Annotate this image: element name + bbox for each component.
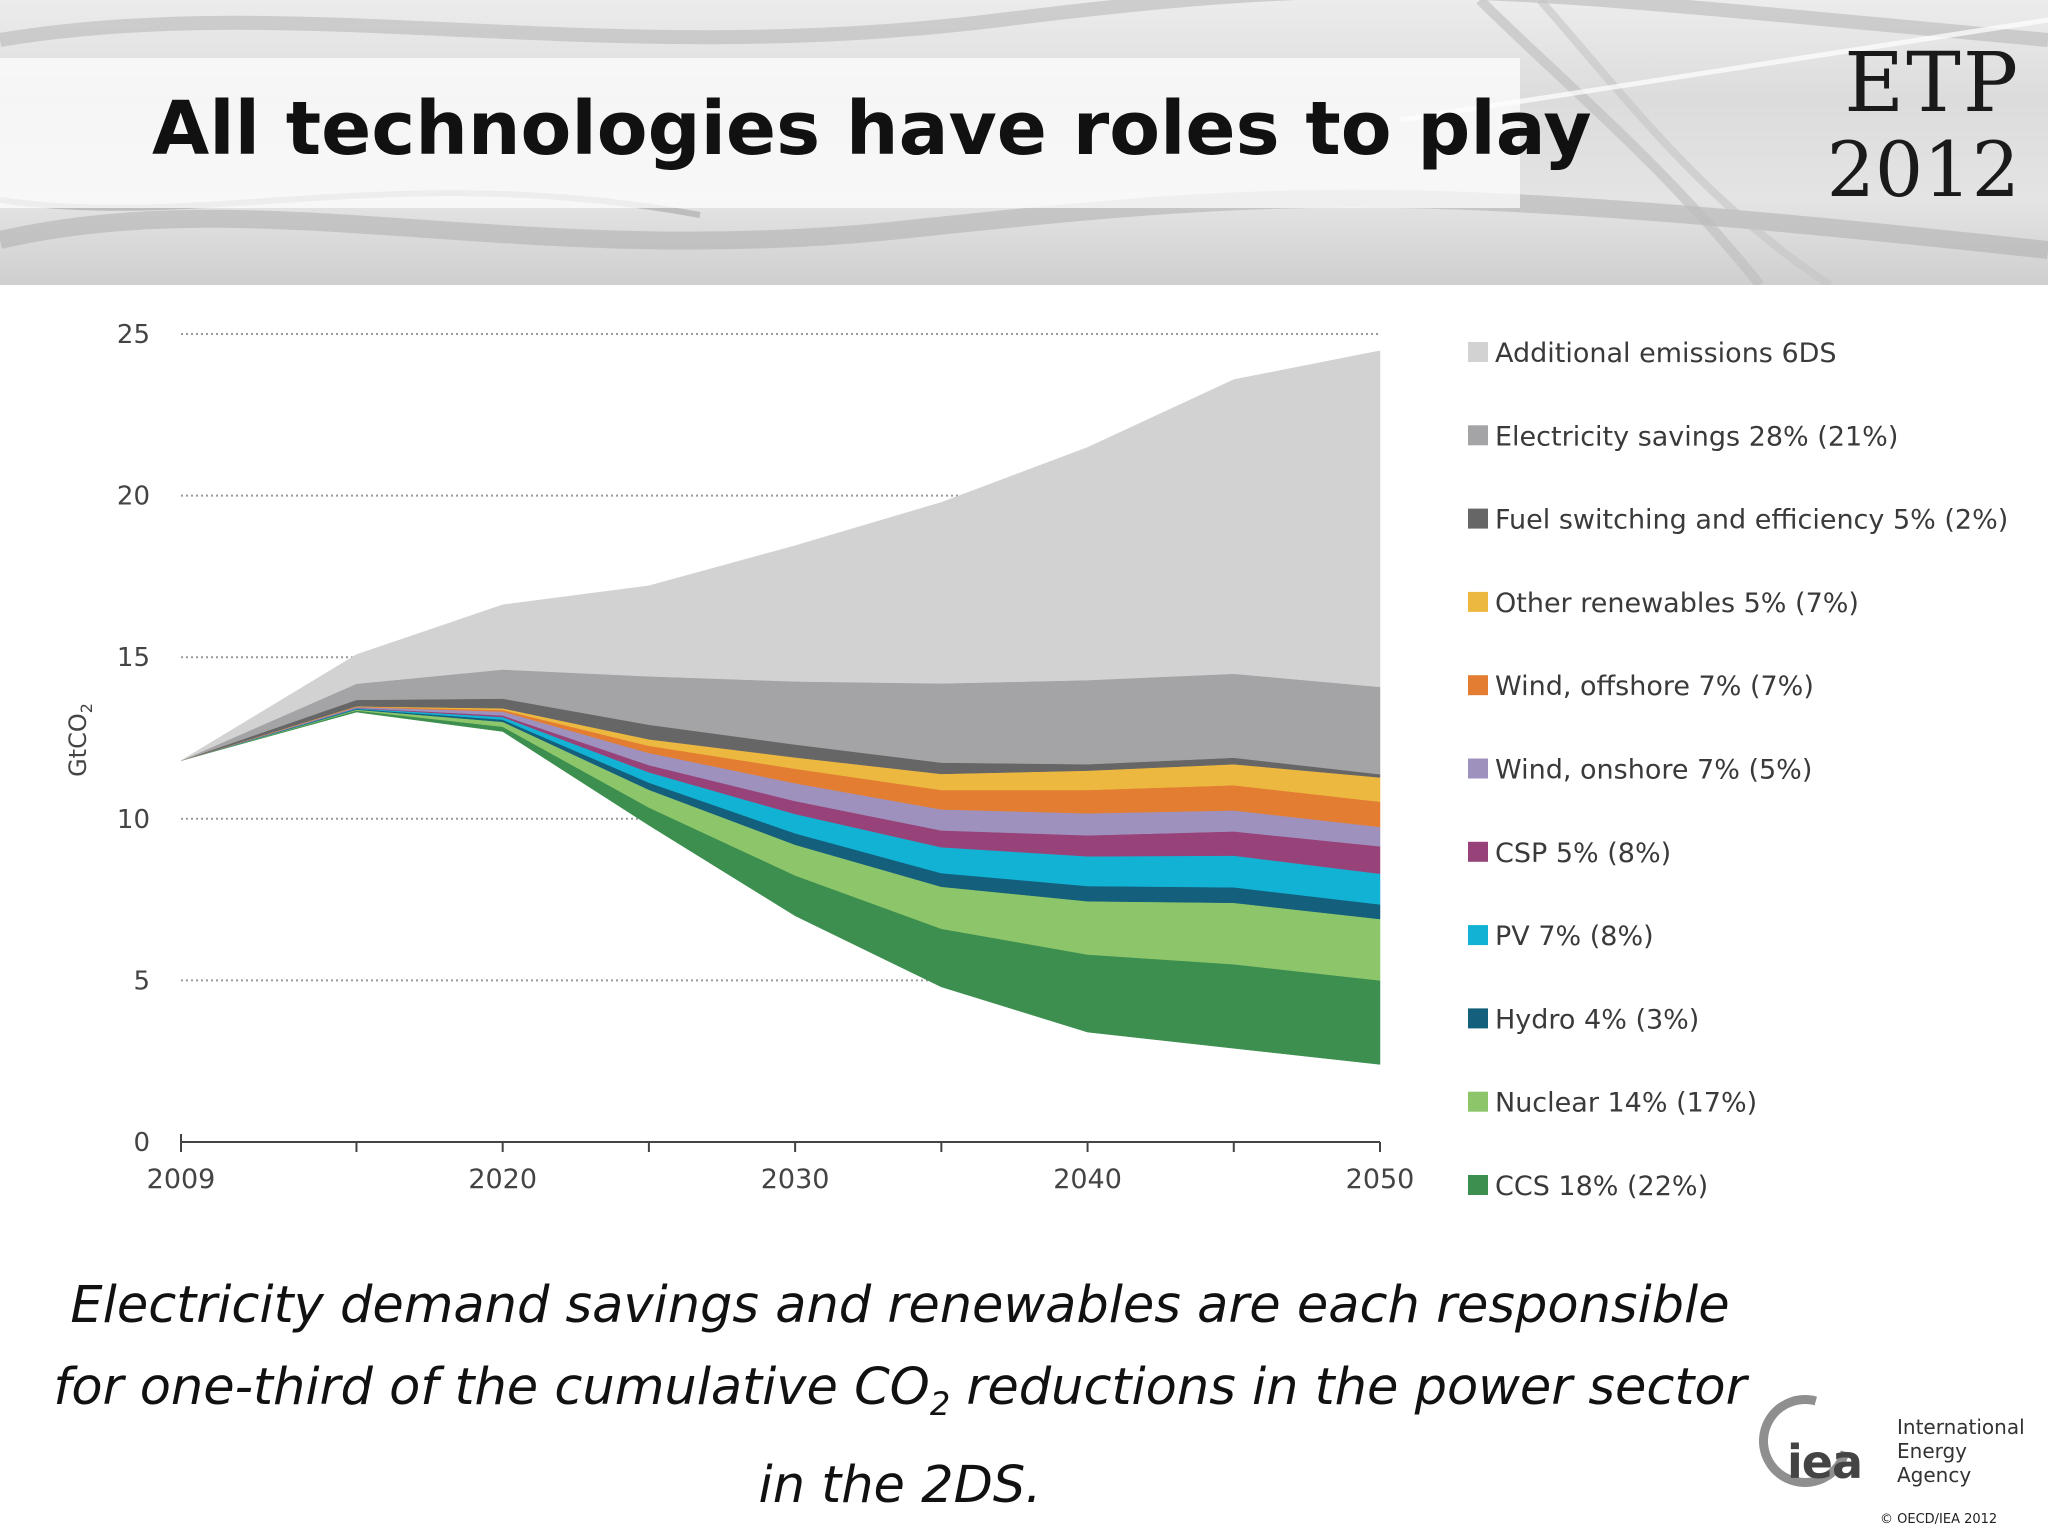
chart-legend: Additional emissions 6DS Electricity savi… [1468, 338, 2008, 1202]
iea-name-line1: International [1897, 1415, 2025, 1439]
y-tick-label-20: 20 [117, 482, 150, 512]
caption-text-2: reductions in the power sector in the 2D… [758, 1358, 1747, 1516]
legend-label-7: PV 7% (8%) [1495, 921, 1654, 952]
x-tick-label-2009: 2009 [147, 1164, 216, 1195]
y-tick-label-5: 5 [133, 966, 150, 996]
caption-text-1: Electricity demand savings and renewable… [53, 1276, 1730, 1417]
legend-swatch-9 [1468, 1091, 1488, 1112]
etp-2012-logo: ETP 2012 [1770, 36, 2020, 214]
slide-caption: Electricity demand savings and renewable… [40, 1265, 1760, 1527]
y-tick-label-15: 15 [117, 643, 150, 673]
x-tick-label-2020: 2020 [468, 1164, 537, 1195]
slide-title: All technologies have roles to play [152, 86, 1592, 172]
x-tick-label-2050: 2050 [1346, 1164, 1415, 1195]
legend-label-2: Fuel switching and efficiency 5% (2%) [1495, 505, 2008, 536]
legend-swatch-6 [1468, 841, 1488, 862]
legend-label-6: CSP 5% (8%) [1495, 838, 1671, 869]
x-tick-label-2040: 2040 [1053, 1164, 1122, 1195]
legend-swatch-1 [1468, 425, 1488, 446]
legend-swatch-3 [1468, 591, 1488, 612]
legend-label-4: Wind, offshore 7% (7%) [1495, 671, 1814, 702]
iea-logo: iea International Energy Agency [1742, 1378, 2045, 1510]
y-tick-label-0: 0 [133, 1128, 150, 1158]
axes: 0 5 10 15 20 25 2009 2020 2030 2040 2050 [117, 320, 1414, 1195]
y-tick-label-25: 25 [117, 320, 150, 350]
legend-swatch-2 [1468, 508, 1488, 529]
legend-label-1: Electricity savings 28% (21%) [1495, 421, 1898, 452]
legend-label-5: Wind, onshore 7% (5%) [1495, 755, 1812, 786]
legend-label-0: Additional emissions 6DS [1495, 338, 1837, 369]
iea-name-line2: Energy Agency [1897, 1439, 1972, 1487]
area-series-10 [180, 350, 1381, 761]
stacked-areas [180, 350, 1381, 1065]
title-panel [0, 58, 1520, 208]
copyright-notice: © OECD/IEA 2012 [1880, 1512, 1998, 1527]
iea-logo-name: International Energy Agency [1897, 1415, 2045, 1487]
etp-logo-line2: 2012 [1826, 124, 2020, 214]
emissions-area-chart: 0 5 10 15 20 25 2009 2020 2030 2040 2050 Additiona… [64, 320, 2008, 1202]
legend-label-10: CCS 18% (22%) [1495, 1171, 1708, 1202]
legend-label-9: Nuclear 14% (17%) [1495, 1088, 1757, 1119]
legend-swatch-5 [1468, 758, 1488, 779]
header-band [0, 0, 2048, 285]
legend-swatch-7 [1468, 925, 1488, 946]
legend-swatch-10 [1468, 1175, 1488, 1195]
y-axis-label: GtCO2 [64, 703, 96, 777]
y-tick-label-10: 10 [117, 805, 150, 835]
etp-logo-line1: ETP [1844, 36, 2020, 131]
legend-swatch-4 [1468, 675, 1488, 696]
legend-swatch-8 [1468, 1008, 1488, 1029]
legend-swatch-0 [1468, 342, 1488, 362]
x-tick-label-2030: 2030 [761, 1164, 830, 1195]
legend-label-3: Other renewables 5% (7%) [1495, 588, 1859, 619]
legend-label-8: Hydro 4% (3%) [1495, 1004, 1699, 1035]
iea-logo-mark: iea [1787, 1435, 1863, 1489]
caption-subscript: 2 [929, 1385, 951, 1424]
